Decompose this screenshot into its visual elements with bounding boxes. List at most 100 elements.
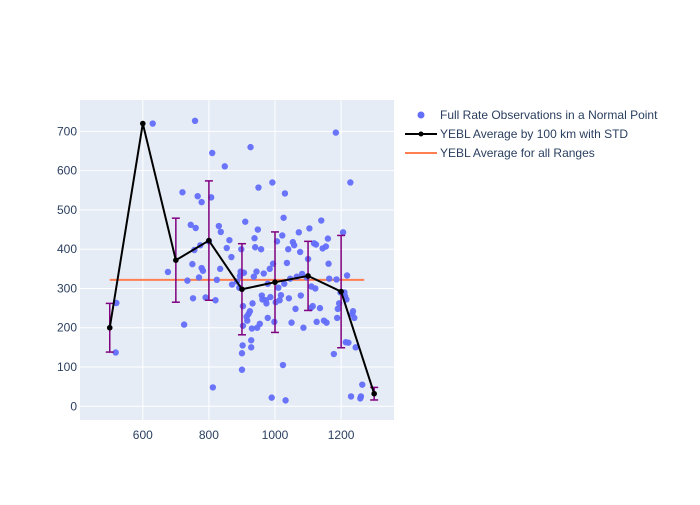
average-point <box>173 257 179 263</box>
scatter-point <box>247 143 254 151</box>
scatter-point <box>184 277 191 284</box>
scatter-point <box>267 293 274 301</box>
scatter-point <box>283 259 291 267</box>
scatter-point <box>279 361 287 369</box>
scatter-point <box>189 260 196 268</box>
scatter-point <box>281 280 288 287</box>
scatter-point <box>226 236 233 244</box>
scatter-point <box>347 393 355 400</box>
scatter-point <box>352 344 359 351</box>
scatter-point <box>263 300 270 307</box>
scatter-point <box>333 314 341 322</box>
x-tick-label: 600 <box>133 428 153 442</box>
scatter-point <box>264 314 271 322</box>
average-point <box>338 288 344 295</box>
scatter-point <box>313 318 320 326</box>
average-point <box>272 279 278 285</box>
scatter-point <box>228 253 235 261</box>
scatter-point <box>290 242 298 249</box>
scatter-point <box>316 304 324 312</box>
legend-item-average[interactable]: YEBL Average by 100 km with STD <box>405 127 628 141</box>
scatter-point <box>282 397 289 404</box>
x-tick-label: 1000 <box>262 428 289 442</box>
scatter-point <box>199 267 207 274</box>
grid <box>80 100 394 420</box>
scatter-point <box>334 305 342 313</box>
y-axis-ticks: 0 100 200 300 400 500 600 700 <box>57 124 77 413</box>
scatter-point <box>330 350 338 358</box>
scatter-point <box>244 317 251 324</box>
scatter-point <box>279 232 286 239</box>
scatter-point <box>298 270 306 278</box>
legend-label-overall: YEBL Average for all Ranges <box>440 146 595 160</box>
y-tick-label: 500 <box>57 203 77 217</box>
scatter-point <box>192 224 199 232</box>
scatter-point <box>324 235 332 242</box>
scatter-point <box>198 198 205 206</box>
scatter-point <box>209 384 217 391</box>
scatter-point <box>223 244 230 252</box>
scatter-point <box>309 302 316 310</box>
scatter-point <box>318 217 325 224</box>
scatter-point <box>216 265 224 273</box>
scatter-point <box>238 350 246 357</box>
scatter-point <box>213 276 221 284</box>
scatter-point <box>322 243 330 250</box>
average-point <box>140 120 146 127</box>
average-point <box>371 390 377 397</box>
x-axis-ticks: 600 800 1000 1200 <box>133 428 355 442</box>
legend-label-average: YEBL Average by 100 km with STD <box>440 127 628 141</box>
y-tick-label: 0 <box>70 399 77 413</box>
legend-marker-average <box>418 131 424 137</box>
scatter-point <box>349 308 357 315</box>
scatter-point <box>276 297 283 304</box>
scatter-point <box>306 225 313 232</box>
scatter-point <box>332 129 340 136</box>
scatter-point <box>191 117 199 125</box>
average-point <box>305 273 311 279</box>
y-tick-label: 600 <box>57 164 77 178</box>
plot-background <box>80 100 394 420</box>
legend-item-scatter[interactable]: Full Rate Observations in a Normal Point <box>417 108 659 122</box>
scatter-point <box>195 274 203 281</box>
scatter-point <box>194 192 201 200</box>
scatter-point <box>255 184 262 191</box>
legend[interactable]: Full Rate Observations in a Normal Point… <box>405 108 658 160</box>
scatter-point <box>251 235 258 242</box>
scatter-point <box>217 228 225 236</box>
scatter-point <box>292 305 299 313</box>
scatter-point <box>351 314 358 322</box>
scatter-point <box>250 273 258 280</box>
legend-marker-scatter <box>417 111 425 119</box>
scatter-point <box>242 218 249 225</box>
scatter-point <box>285 246 292 253</box>
y-tick-label: 300 <box>57 281 77 295</box>
scatter-point <box>248 344 255 351</box>
average-series <box>106 120 377 397</box>
scatter-point <box>347 179 354 186</box>
scatter-point <box>180 321 188 328</box>
scatter-point <box>239 342 246 349</box>
scatter-point <box>312 285 319 292</box>
scatter-point <box>300 324 307 331</box>
scatter-point <box>275 284 282 291</box>
average-point <box>106 324 113 331</box>
scatter-point <box>281 190 289 197</box>
scatter-point <box>256 320 264 328</box>
legend-item-overall[interactable]: YEBL Average for all Ranges <box>405 146 595 160</box>
scatter-point <box>248 325 256 332</box>
scatter-point <box>325 260 332 267</box>
scatter-point <box>179 189 186 196</box>
scatter-point <box>238 366 246 373</box>
x-tick-label: 1200 <box>328 428 355 442</box>
scatter-point <box>359 381 366 388</box>
scatter-point <box>343 272 351 279</box>
scatter-point <box>266 265 273 273</box>
scatter-point <box>248 337 255 344</box>
scatter-point <box>288 319 295 326</box>
scatter-point <box>187 221 194 229</box>
scatter-point <box>257 246 265 253</box>
scatter-point <box>312 241 320 248</box>
scatter-point <box>212 297 219 304</box>
